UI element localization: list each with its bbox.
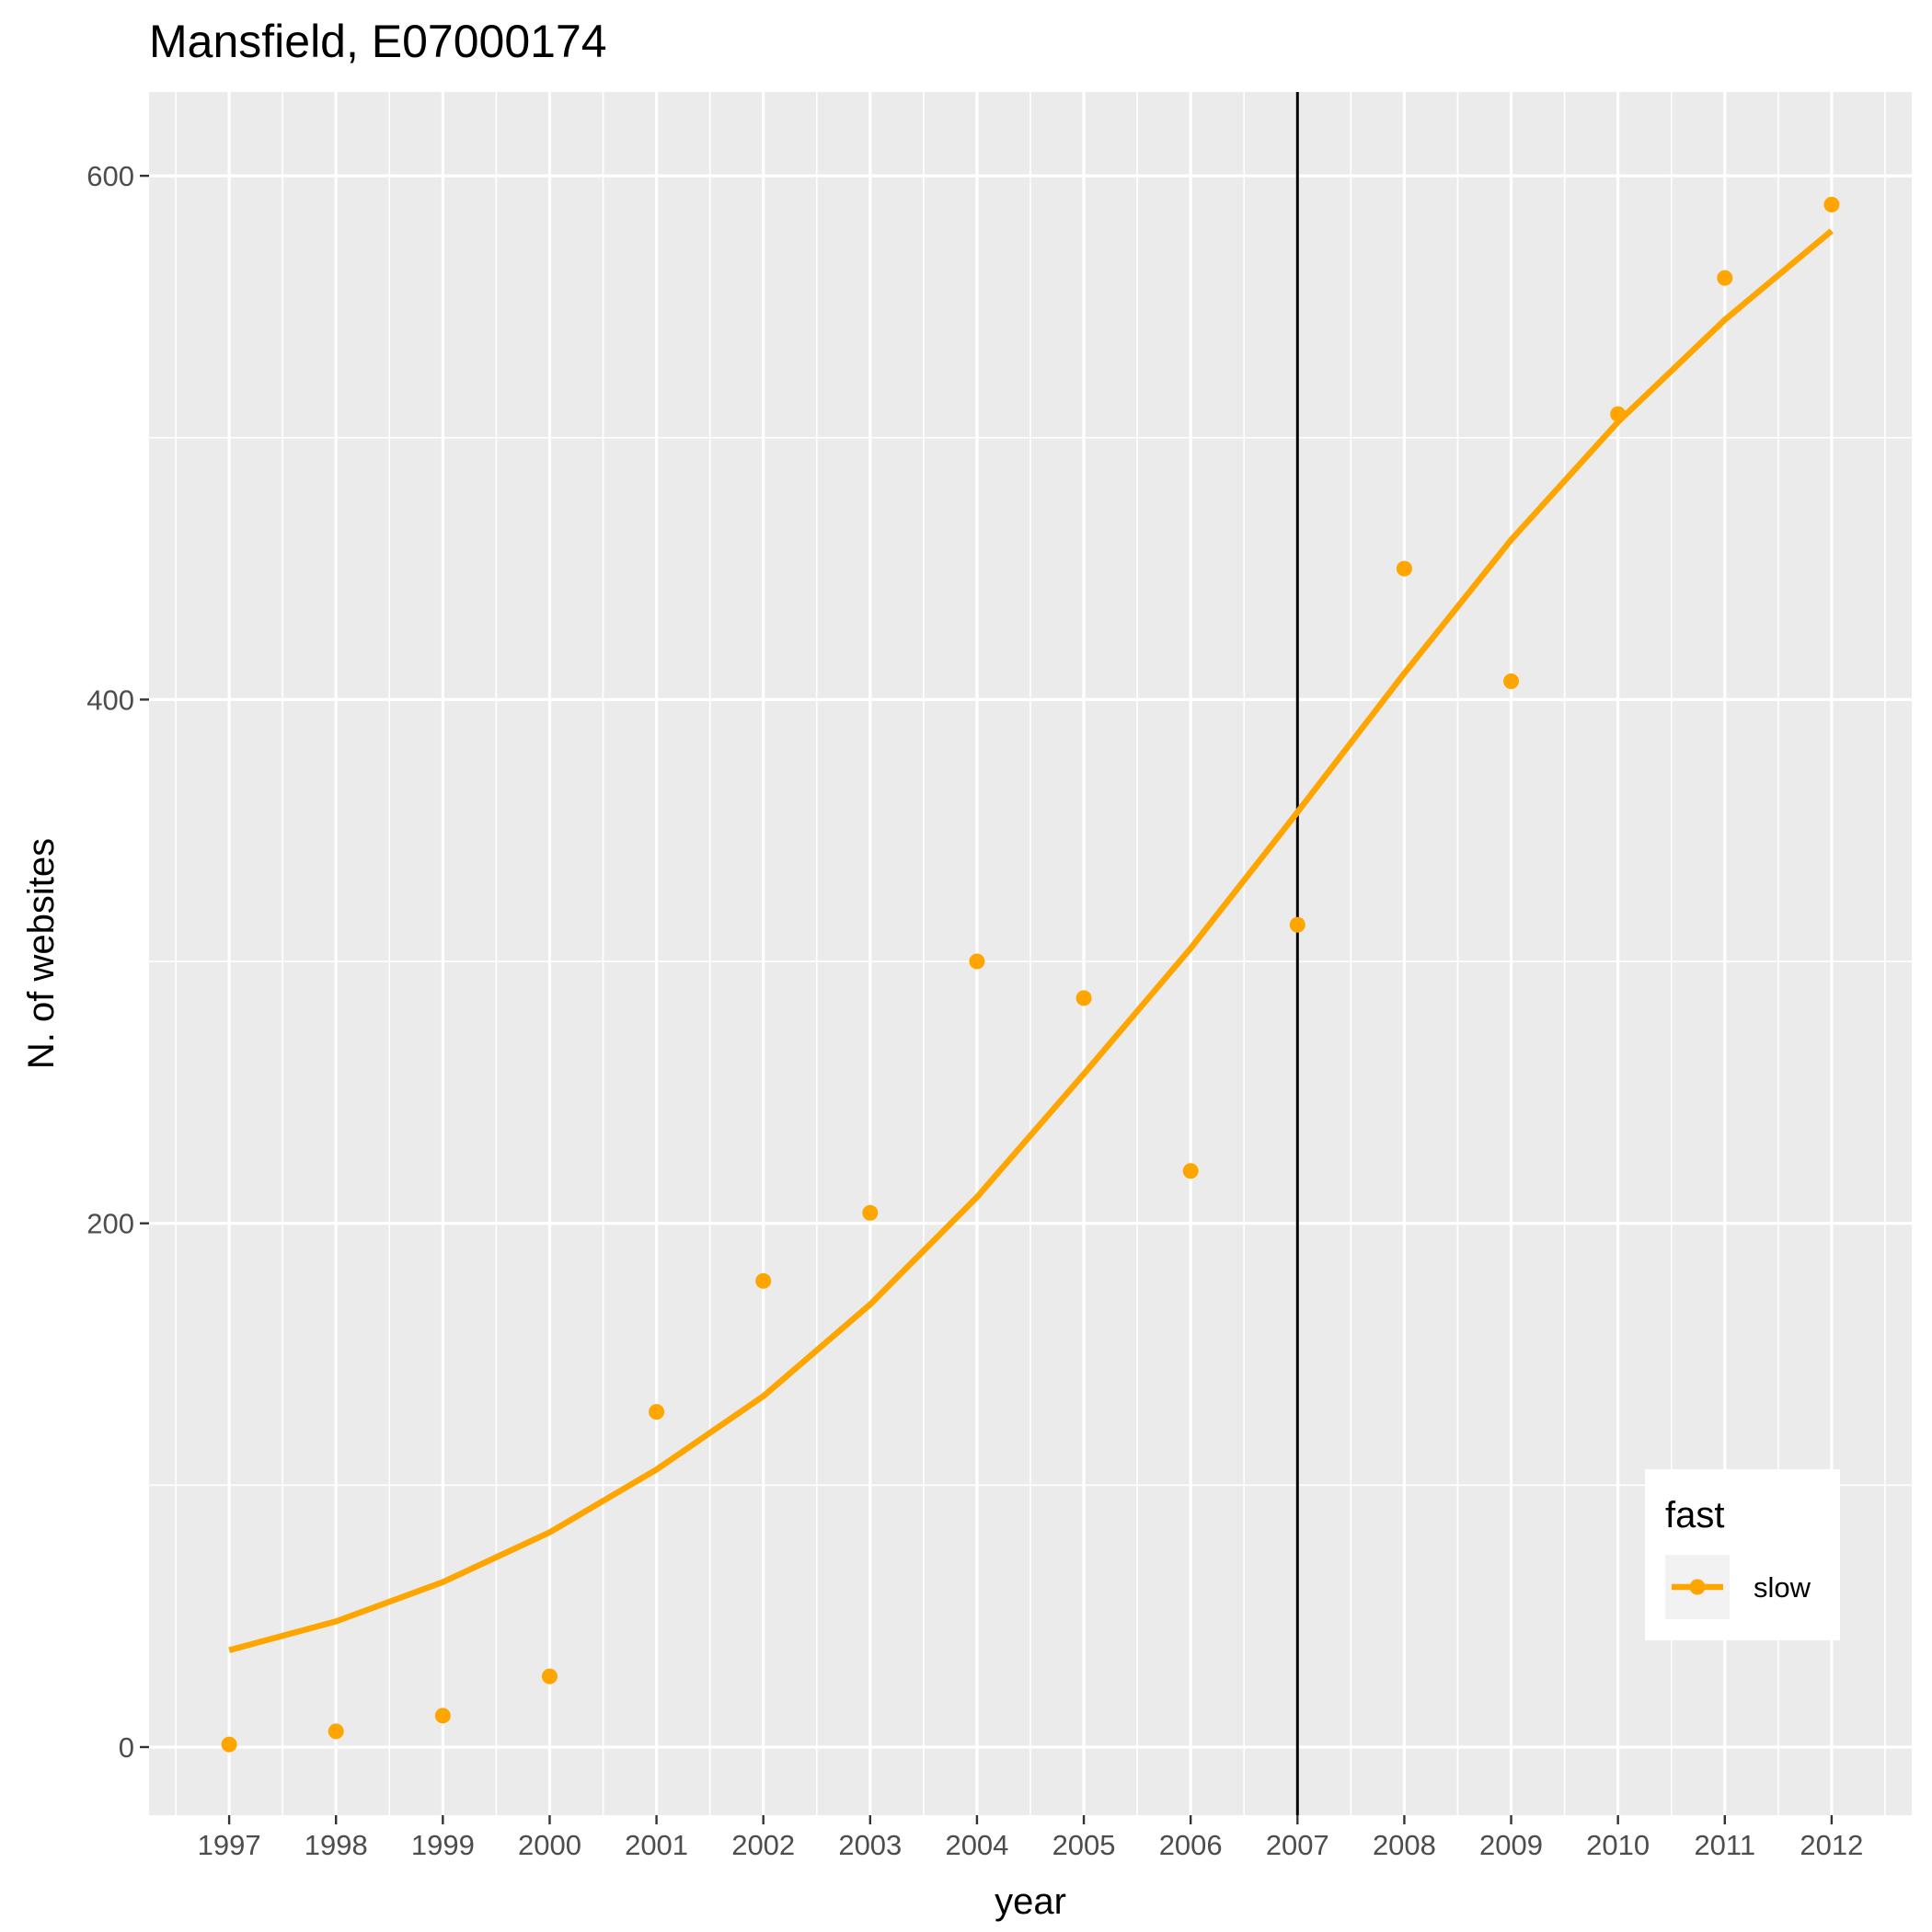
x-tick-label: 2009 [1479,1829,1543,1861]
data-point-1998 [328,1723,344,1740]
x-tick-label: 2008 [1373,1829,1436,1861]
x-tick-label: 2005 [1052,1829,1116,1861]
x-tick-label: 1998 [305,1829,368,1861]
x-tick-label: 2003 [838,1829,902,1861]
x-axis: 1997 1998 1999 2000 2001 2002 2003 2004 2005 2006… [198,1815,1863,1861]
data-point-2007 [1289,916,1305,933]
data-point-2001 [649,1404,665,1420]
data-point-2000 [541,1668,558,1685]
y-axis-title: N. of websites [21,838,62,1069]
x-tick-label: 1999 [411,1829,475,1861]
x-tick-label: 2012 [1800,1829,1863,1861]
x-tick-label: 2006 [1159,1829,1223,1861]
data-point-2006 [1182,1163,1199,1179]
data-point-2012 [1823,196,1840,213]
legend-key-dot [1689,1579,1706,1595]
data-point-1997 [221,1736,237,1753]
x-tick-label: 2007 [1266,1829,1329,1861]
x-tick-label: 2011 [1694,1829,1755,1861]
x-tick-label: 1997 [198,1829,261,1861]
x-tick-label: 2010 [1586,1829,1650,1861]
y-tick-label: 400 [86,684,134,716]
x-tick-label: 2002 [731,1829,795,1861]
chart-title: Mansfield, E07000174 [149,16,607,67]
data-points [221,196,1840,1753]
data-point-2003 [862,1204,879,1221]
x-tick-label: 2000 [518,1829,581,1861]
y-tick-label: 0 [119,1731,134,1764]
trend-line-slow [228,228,1834,1653]
data-point-2004 [969,953,985,970]
y-tick-label: 600 [86,160,134,192]
legend-title: fast [1665,1495,1724,1535]
y-axis: 0 200 400 600 [86,160,149,1764]
trend-line-layer [228,228,1834,1653]
data-point-2011 [1717,270,1733,286]
data-point-2002 [755,1272,772,1289]
data-point-2010 [1610,406,1627,422]
legend: fast slow [1645,1469,1840,1640]
data-point-2005 [1075,990,1092,1006]
data-point-1999 [434,1708,451,1724]
x-tick-label: 2001 [625,1829,688,1861]
legend-label-slow: slow [1754,1571,1811,1604]
data-point-2009 [1503,673,1520,689]
x-tick-label: 2004 [945,1829,1008,1861]
y-tick-label: 200 [86,1208,134,1240]
x-axis-title: year [995,1881,1066,1922]
data-point-2008 [1396,560,1412,577]
